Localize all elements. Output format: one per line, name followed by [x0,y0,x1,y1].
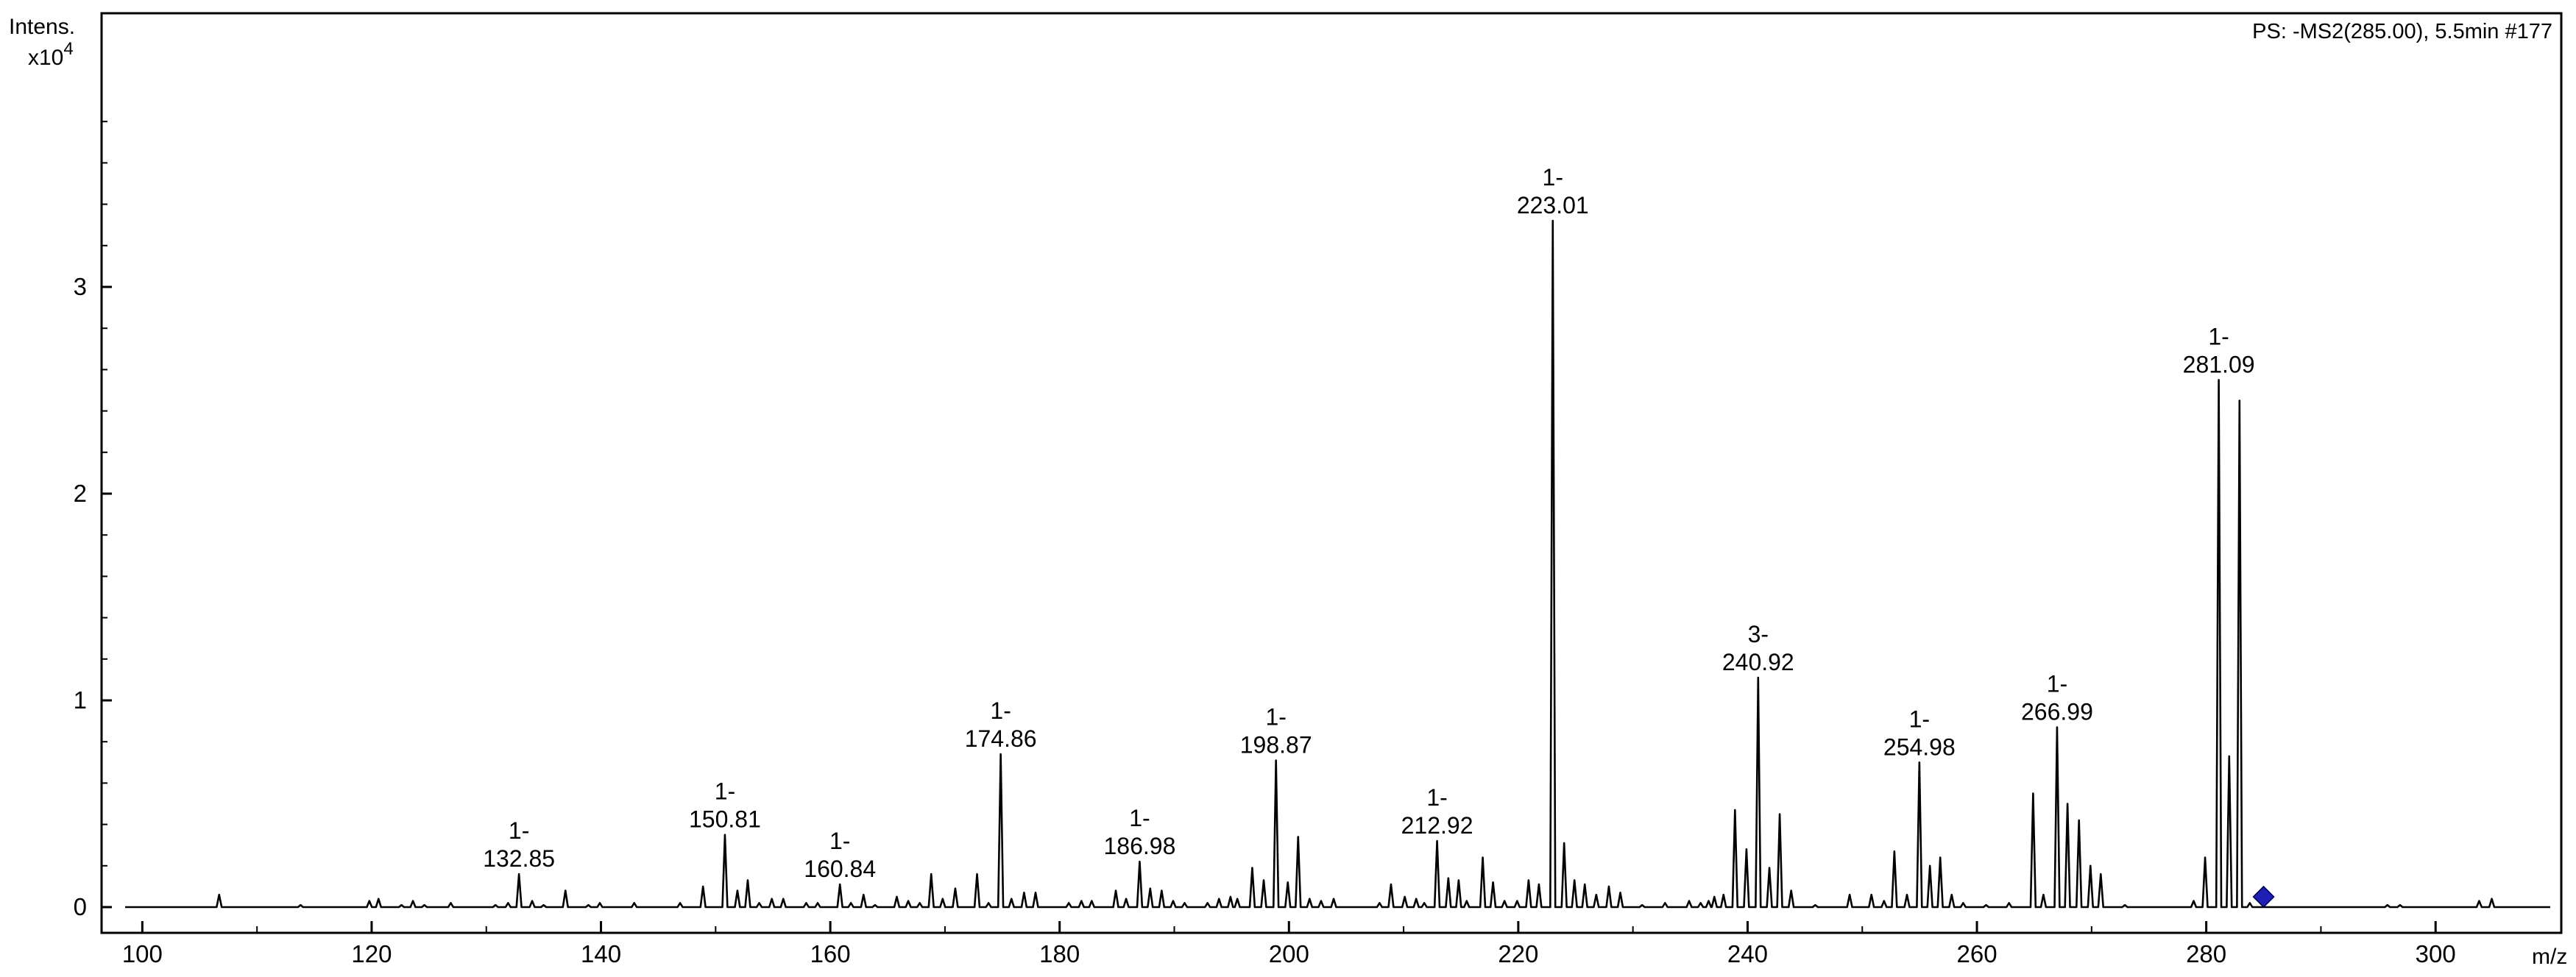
peak-mz-label: 186.98 [1104,833,1176,859]
peak-mz-label: 174.86 [965,725,1037,752]
x-tick-label: 300 [2416,940,2456,967]
peak-mz-label: 132.85 [483,845,555,872]
peak-charge-label: 1- [1265,703,1286,730]
peak-annotation: 1-132.85 [483,817,555,872]
x-tick-label: 240 [1727,940,1768,967]
peak-mz-label: 240.92 [1722,649,1794,675]
x-axis-title: m/z [2532,945,2567,969]
peak-annotation: 1-254.98 [1883,706,1956,760]
x-axis: 100 120 140 160 180 200 220 240 260 280 300 [122,921,2456,967]
peak-annotation: 1-186.98 [1104,805,1176,859]
peak-mz-label: 212.92 [1401,812,1473,839]
peak-mz-label: 160.84 [804,856,876,882]
peak-annotation: 1-223.01 [1517,164,1589,219]
peak-annotation: 1-212.92 [1401,784,1473,839]
peak-charge-label: 1- [829,828,850,854]
spectrum-line [125,219,2550,909]
y-tick-label: 3 [74,273,87,300]
peak-annotation: 1-281.09 [2183,323,2255,377]
precursor-marker [2252,885,2275,909]
y-tick-label: 1 [74,686,87,714]
peak-charge-label: 1- [1129,805,1150,831]
peak-annotation: 3-240.92 [1722,621,1794,675]
peak-annotation: 1-150.81 [689,778,761,833]
x-tick-label: 160 [810,940,851,967]
peak-annotations: 1-132.851-150.811-160.841-174.861-186.98… [483,164,2254,882]
peak-mz-label: 150.81 [689,806,761,833]
plot-frame [100,12,2563,934]
peak-charge-label: 1- [1909,706,1930,732]
peak-mz-label: 266.99 [2021,699,2093,725]
x-tick-label: 120 [351,940,392,967]
x-tick-label: 260 [1957,940,1998,967]
peak-charge-label: 1- [1426,784,1447,811]
y-tick-label: 0 [74,893,87,920]
peak-mz-label: 281.09 [2183,351,2255,377]
spectrum-trace [125,219,2550,909]
y-axis-title: Intens. [9,15,75,39]
peak-charge-label: 3- [1748,621,1769,647]
peak-mz-label: 223.01 [1517,192,1589,219]
y-axis-exponent-label: x104 [28,39,74,70]
peak-charge-label: 1- [1543,164,1563,191]
peak-annotation: 1-266.99 [2021,671,2093,725]
x-tick-label: 280 [2186,940,2226,967]
x-tick-label: 100 [122,940,163,967]
peak-charge-label: 1- [715,778,735,805]
peak-charge-label: 1- [509,817,529,844]
x-tick-label: 140 [581,940,621,967]
y-axis: 0 1 2 3 [74,121,112,920]
scan-info-label: PS: -MS2(285.00), 5.5min #177 [2252,20,2552,43]
x-tick-label: 220 [1498,940,1538,967]
y-tick-label: 2 [74,480,87,507]
peak-charge-label: 1- [2047,671,2067,697]
peak-mz-label: 254.98 [1883,733,1956,760]
peak-charge-label: 1- [2208,323,2229,349]
peak-charge-label: 1- [990,697,1011,724]
peak-mz-label: 198.87 [1240,731,1312,758]
peak-annotation: 1-174.86 [965,697,1037,752]
x-tick-label: 180 [1039,940,1080,967]
x-tick-label: 200 [1269,940,1309,967]
peak-annotation: 1-198.87 [1240,703,1312,758]
precursor-diamond-icon [2252,885,2275,909]
peak-annotation: 1-160.84 [804,828,876,882]
